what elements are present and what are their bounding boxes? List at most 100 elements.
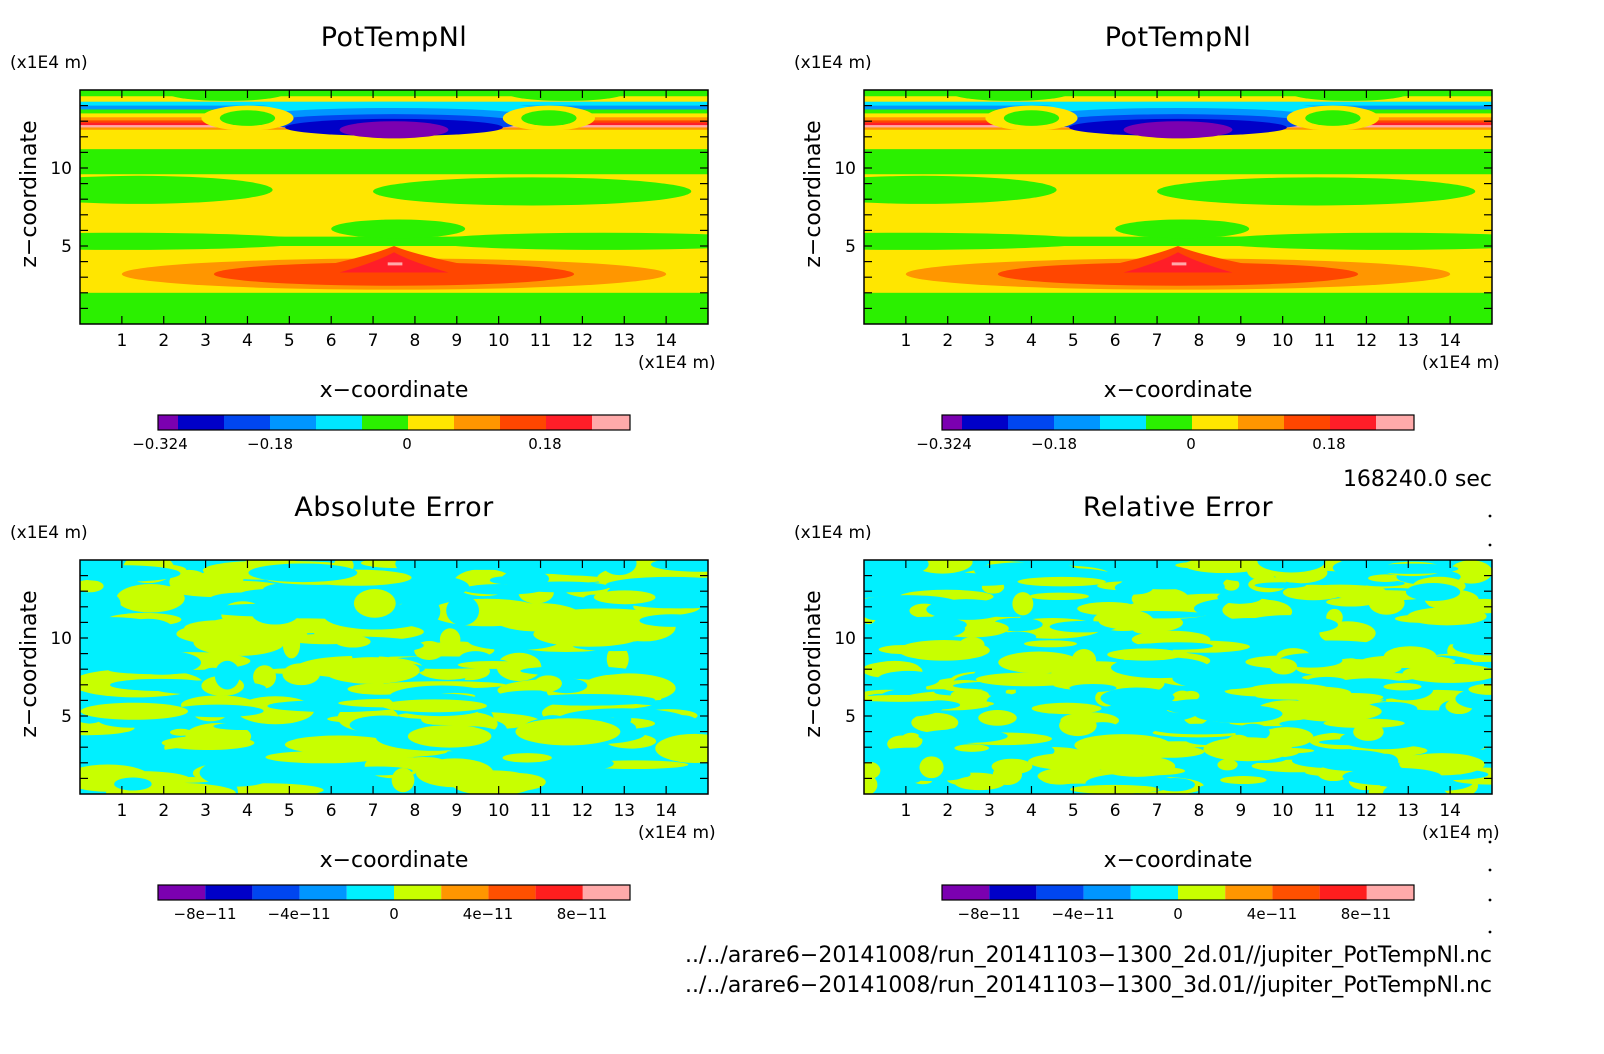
error-patch bbox=[1269, 658, 1298, 675]
error-patch bbox=[550, 608, 656, 623]
colorbar-swatch bbox=[942, 885, 990, 900]
x-tick-label: 13 bbox=[613, 801, 635, 821]
error-patch bbox=[1241, 615, 1339, 635]
colorbar-swatch bbox=[546, 415, 592, 430]
error-patch bbox=[1198, 784, 1227, 793]
upper-gap-core bbox=[1305, 110, 1361, 126]
error-patch bbox=[639, 614, 704, 627]
colorbar-swatch bbox=[158, 885, 206, 900]
colorbar-swatch bbox=[205, 885, 253, 900]
x-tick-label: 2 bbox=[942, 331, 953, 351]
colorbar: −0.324 −0.18 0 0.18 bbox=[916, 414, 1415, 453]
error-patch bbox=[1257, 560, 1326, 573]
error-patch bbox=[213, 722, 272, 731]
band-green bbox=[80, 149, 708, 172]
x-tick-label: 5 bbox=[1068, 801, 1079, 821]
colorbar: −0.324 −0.18 0 0.18 bbox=[132, 414, 631, 453]
x-tick-label: 3 bbox=[200, 801, 211, 821]
contour-field bbox=[80, 560, 708, 794]
x-tick-label: 11 bbox=[1314, 801, 1336, 821]
x-tick-label: 11 bbox=[530, 801, 552, 821]
error-patch bbox=[986, 693, 1021, 711]
stray-dot bbox=[1488, 840, 1492, 844]
error-patch bbox=[1017, 576, 1106, 587]
file-path: ../../arare6−20141008/run_20141103−1300_… bbox=[685, 973, 1492, 998]
x-tick-label: 13 bbox=[1397, 801, 1419, 821]
error-patch bbox=[613, 712, 632, 726]
x-tick-label: 11 bbox=[1314, 331, 1336, 351]
x-axis-label: x−coordinate bbox=[1104, 378, 1253, 403]
x-tick-label: 6 bbox=[1110, 331, 1121, 351]
error-patch bbox=[1368, 591, 1405, 615]
colorbar-swatch bbox=[500, 415, 546, 430]
error-patch bbox=[1031, 702, 1102, 715]
error-patch bbox=[650, 560, 708, 572]
colorbar-frame bbox=[157, 884, 631, 901]
panel-3: Absolute Error(x1E4 m)1 2 3 4 5 6 7 8 9 10 11 12 13 1… bbox=[10, 492, 716, 923]
colorbar-swatch bbox=[224, 415, 270, 430]
x-tick-label: 5 bbox=[1068, 331, 1079, 351]
x-axis-label: x−coordinate bbox=[1104, 848, 1253, 873]
error-patch bbox=[1155, 778, 1195, 792]
error-patch bbox=[1074, 734, 1172, 757]
error-patch bbox=[954, 775, 1005, 791]
error-patch bbox=[1402, 663, 1492, 683]
x-tick-label: 8 bbox=[410, 801, 421, 821]
error-patch bbox=[1332, 560, 1370, 575]
error-patch bbox=[877, 670, 940, 688]
error-patch bbox=[1294, 584, 1386, 597]
z-unit-label: (x1E4 m) bbox=[10, 53, 88, 73]
error-patch bbox=[199, 758, 277, 787]
error-patch bbox=[265, 750, 381, 764]
error-patch bbox=[1217, 590, 1263, 604]
error-patch bbox=[1468, 683, 1492, 695]
colorbar: −8e−11 −4e−11 0 4e−11 8e−11 bbox=[157, 884, 631, 923]
colorbar-swatch bbox=[582, 885, 630, 900]
error-patch bbox=[1209, 634, 1308, 641]
colorbar-swatch bbox=[1272, 885, 1320, 900]
error-patch bbox=[140, 776, 216, 784]
error-patch bbox=[1367, 563, 1459, 574]
x-tick-label: 12 bbox=[572, 331, 594, 351]
blob-green bbox=[864, 175, 1057, 204]
colorbar-label: −8e−11 bbox=[958, 905, 1021, 923]
x-unit-label: (x1E4 m) bbox=[638, 823, 716, 843]
blob-green bbox=[1211, 232, 1492, 250]
x-tick-label: 2 bbox=[158, 331, 169, 351]
error-patch bbox=[1119, 766, 1186, 776]
error-patch bbox=[502, 753, 552, 763]
upper-gap-core bbox=[521, 110, 577, 126]
colorbar-label: 8e−11 bbox=[557, 905, 607, 923]
error-patch bbox=[1383, 682, 1422, 691]
x-tick-label: 7 bbox=[368, 331, 379, 351]
x-tick-label: 10 bbox=[488, 801, 510, 821]
error-patch bbox=[1217, 759, 1238, 771]
stray-dot bbox=[1488, 898, 1492, 902]
error-patch bbox=[1279, 720, 1323, 728]
colorbar-label: 0.18 bbox=[528, 435, 561, 453]
error-patch bbox=[520, 666, 631, 676]
z-unit-label: (x1E4 m) bbox=[10, 523, 88, 543]
x-tick-label: 14 bbox=[655, 801, 677, 821]
stray-dot bbox=[1488, 514, 1492, 518]
x-axis-label: x−coordinate bbox=[320, 378, 469, 403]
error-patch bbox=[80, 617, 171, 644]
blob-green bbox=[864, 232, 1095, 250]
error-patch bbox=[1121, 576, 1210, 590]
colorbar-swatch bbox=[158, 415, 178, 430]
colorbar-label: 4e−11 bbox=[1247, 905, 1297, 923]
colorbar-label: 8e−11 bbox=[1341, 905, 1391, 923]
error-patch bbox=[193, 629, 285, 656]
error-patch bbox=[1285, 701, 1382, 722]
z-tick-label: 10 bbox=[50, 159, 72, 179]
z-axis-label: z−coordinate bbox=[17, 590, 42, 737]
colorbar-swatch bbox=[1100, 415, 1146, 430]
colorbar-swatch bbox=[1366, 885, 1414, 900]
x-tick-label: 6 bbox=[1110, 801, 1121, 821]
error-patch bbox=[248, 563, 358, 583]
error-patch bbox=[880, 618, 966, 640]
error-patch bbox=[391, 767, 415, 793]
x-tick-label: 13 bbox=[613, 331, 635, 351]
error-patch bbox=[639, 646, 708, 657]
